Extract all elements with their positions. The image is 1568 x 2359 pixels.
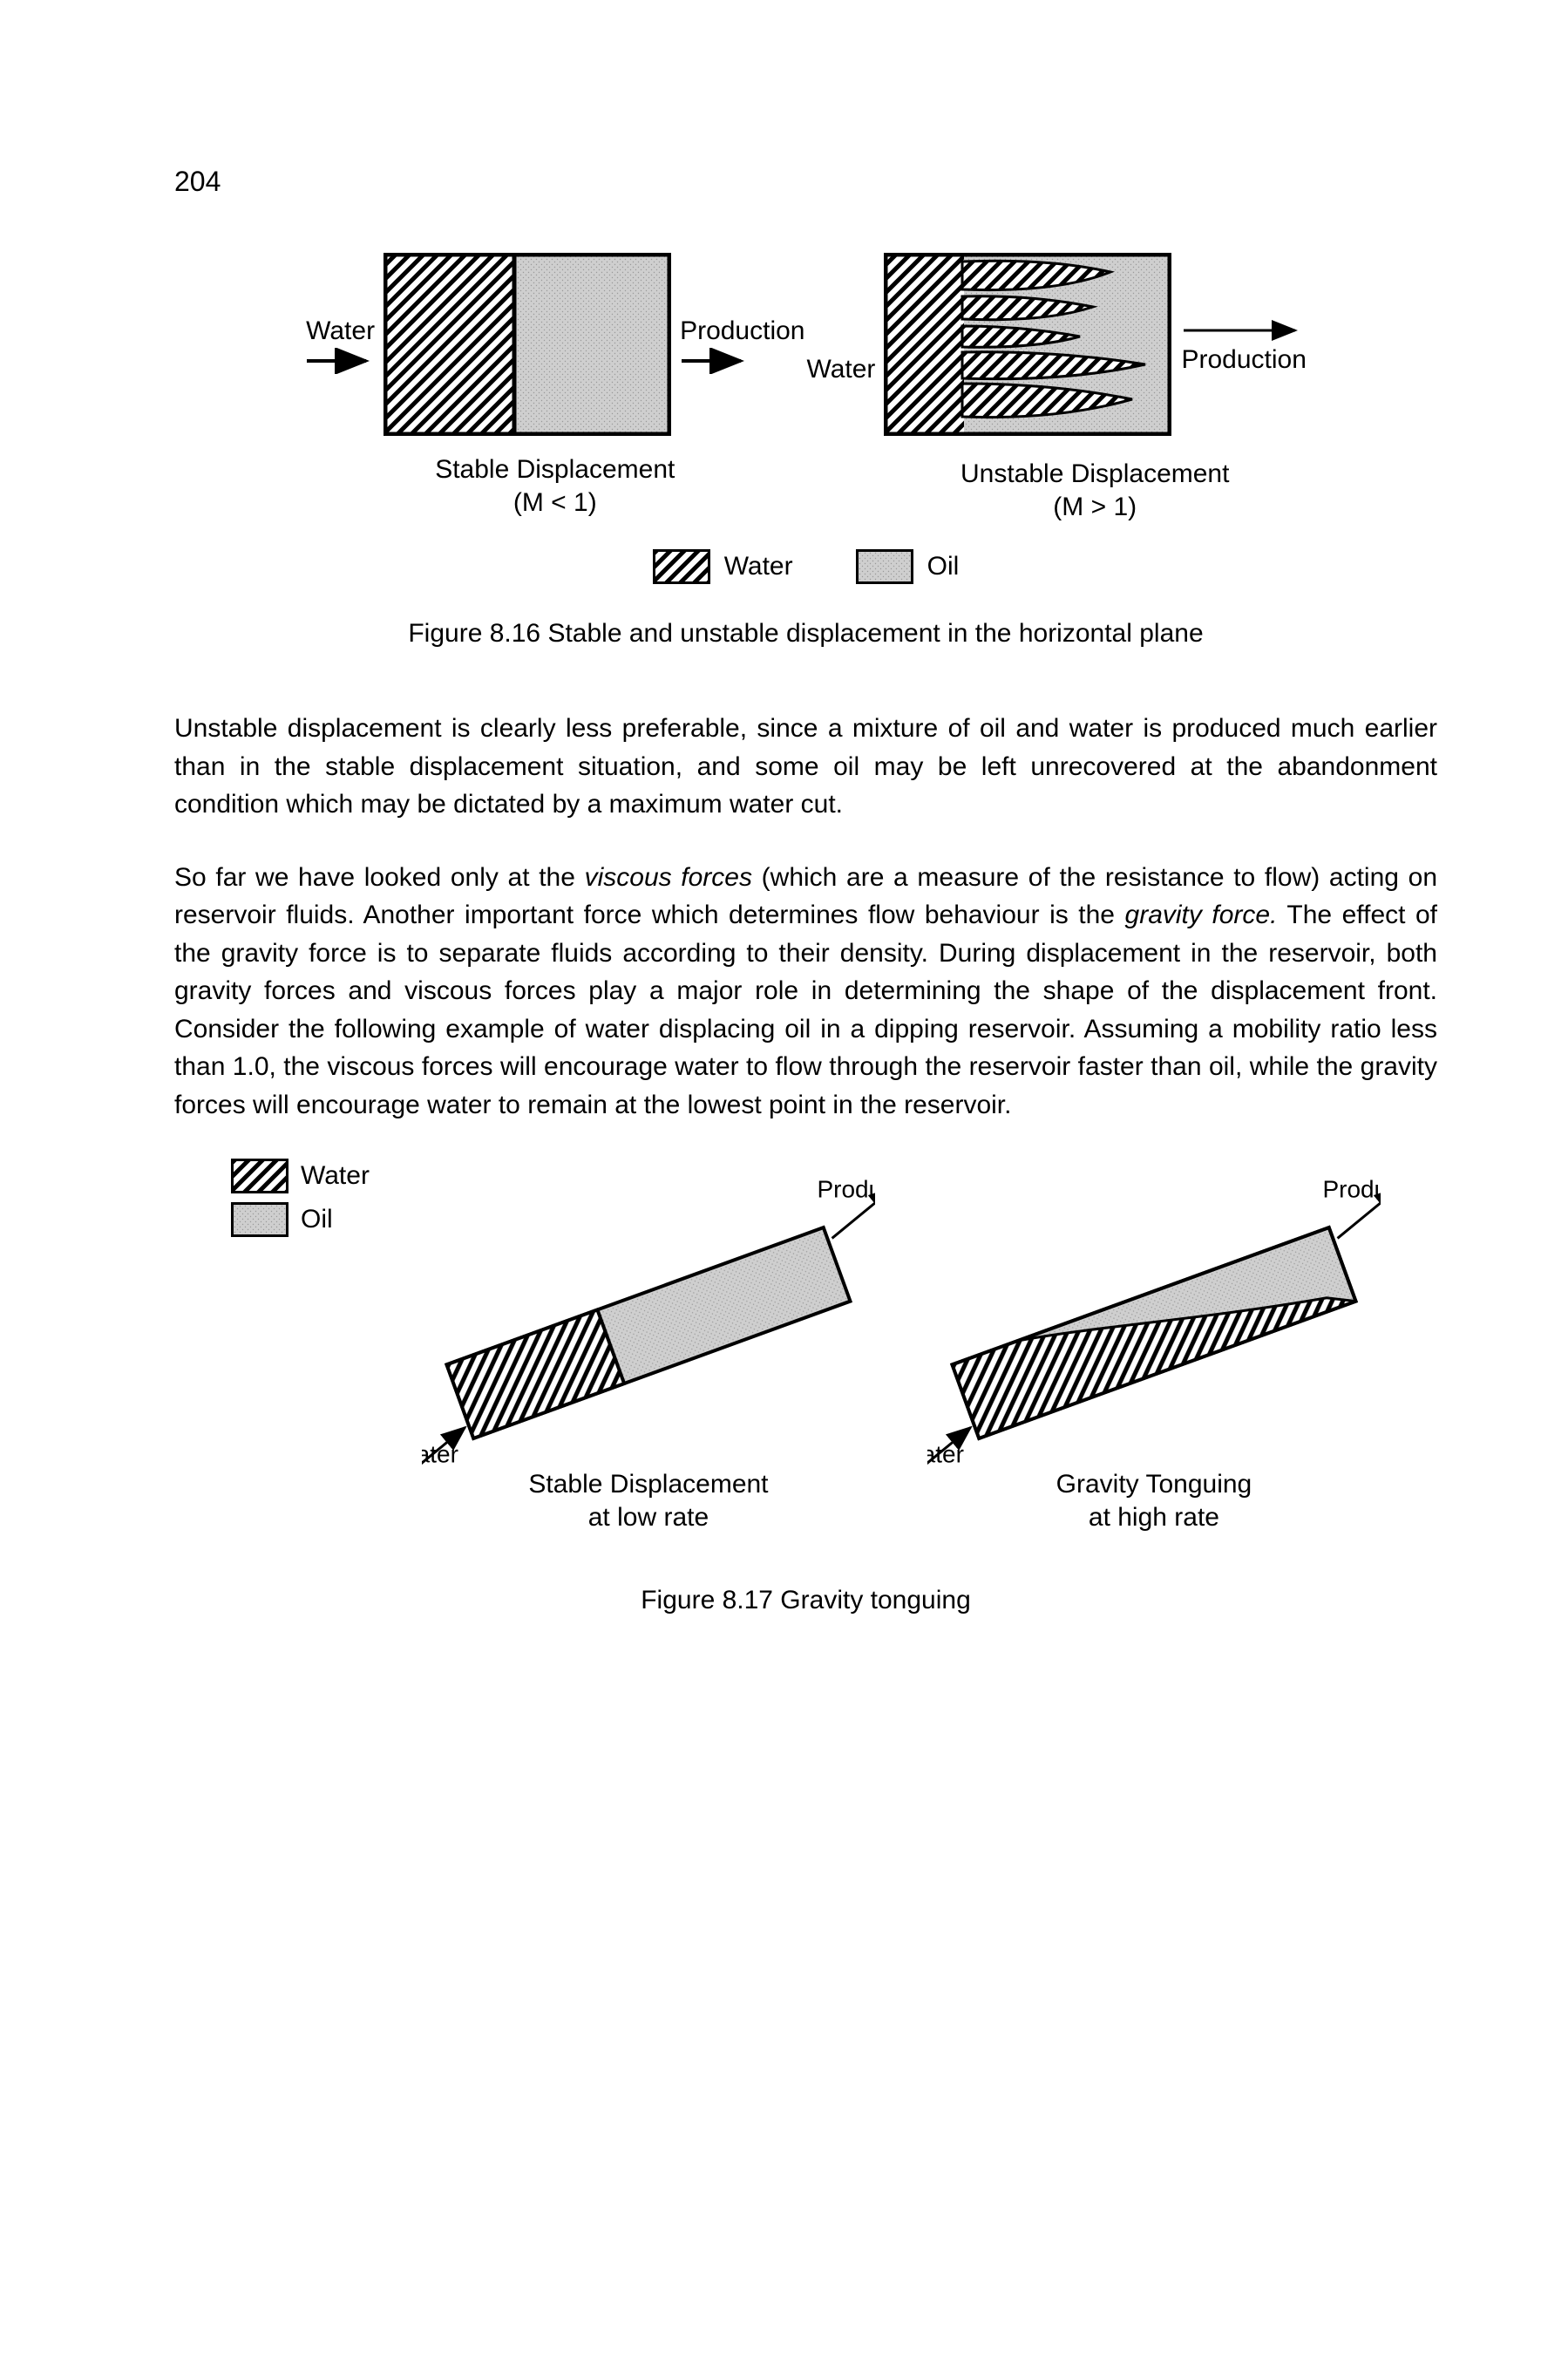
p2-post: The effect of the gravity force is to se…	[174, 901, 1437, 1119]
fig817-tonguing-panel: Water Production Gravity Tonguing at hig…	[927, 1159, 1381, 1533]
fig816-right-sublabel-2: (M > 1)	[960, 491, 1229, 524]
fig817-right-sublabel-2: at high rate	[927, 1501, 1381, 1534]
fig816-left-production-label: Production	[680, 315, 804, 348]
legend-swatch-oil-2	[231, 1202, 288, 1237]
fig817-left-water-label: Water	[422, 1441, 458, 1468]
fig817-stable-svg: Water Production	[422, 1159, 875, 1472]
legend-swatch-water-2	[231, 1159, 288, 1193]
fig817-left-sublabel-1: Stable Displacement	[422, 1468, 875, 1501]
fig817-stable-panel: Water Production Stable Displacement at …	[422, 1159, 875, 1533]
paragraph-1: Unstable displacement is clearly less pr…	[174, 710, 1437, 824]
paragraph-2: So far we have looked only at the viscou…	[174, 859, 1437, 1125]
fig817-right-production-label: Production	[1322, 1175, 1381, 1202]
fig817-caption: Figure 8.17 Gravity tonguing	[174, 1586, 1437, 1615]
fig816-right-sublabel-1: Unstable Displacement	[960, 458, 1229, 491]
fig817-right-water-label: Water	[927, 1441, 964, 1468]
legend-oil-label: Oil	[927, 552, 960, 581]
fig817-legend-oil: Oil	[301, 1205, 333, 1234]
fig816-left-sublabel-1: Stable Displacement	[435, 453, 675, 486]
fig816-right-water-label: Water	[807, 353, 876, 386]
legend-swatch-oil	[856, 549, 913, 584]
fig816-stable-box	[384, 253, 671, 436]
fig816-stable-panel: Water	[305, 253, 804, 519]
figure-8-16: Water	[174, 253, 1437, 649]
fig817-left-sublabel-2: at low rate	[422, 1501, 875, 1534]
arrow-right-icon	[680, 348, 750, 374]
figure-8-17: Water Oil	[174, 1159, 1437, 1615]
arrow-right-icon	[305, 348, 375, 374]
legend-swatch-water	[653, 549, 710, 584]
legend-water-label: Water	[724, 552, 793, 581]
fig816-unstable-box	[884, 253, 1171, 436]
body-text: Unstable displacement is clearly less pr…	[174, 710, 1437, 1124]
fig817-left-production-label: Production	[817, 1175, 875, 1202]
fig816-legend: Water Oil	[174, 549, 1437, 584]
fig817-tonguing-svg: Water Production	[927, 1159, 1381, 1472]
p2-em1: viscous forces	[585, 863, 752, 892]
p2-em2: gravity force.	[1125, 901, 1278, 929]
fig817-right-sublabel-1: Gravity Tonguing	[927, 1468, 1381, 1501]
arrow-right-icon	[1182, 317, 1304, 343]
fig816-caption: Figure 8.16 Stable and unstable displace…	[174, 619, 1437, 649]
fig816-left-water-label: Water	[306, 315, 375, 348]
fig817-legend: Water Oil	[231, 1159, 370, 1246]
page-number: 204	[174, 166, 221, 198]
fig817-legend-water: Water	[301, 1161, 370, 1191]
fig816-unstable-panel: Water Production Unstable Displacement (…	[884, 253, 1307, 523]
fig816-left-sublabel-2: (M < 1)	[435, 486, 675, 520]
p2-pre: So far we have looked only at the	[174, 863, 585, 892]
fig816-right-production-label: Production	[1182, 343, 1307, 377]
